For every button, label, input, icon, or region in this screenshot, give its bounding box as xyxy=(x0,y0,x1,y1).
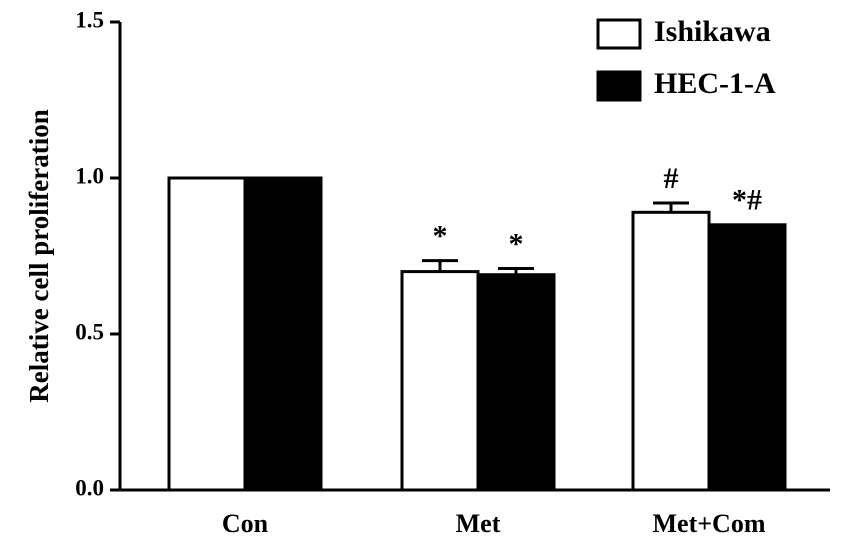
legend-label: HEC-1-A xyxy=(654,67,776,100)
x-tick-label: Met+Com xyxy=(653,509,766,538)
legend-swatch xyxy=(596,70,642,102)
x-tick-label: Con xyxy=(222,509,269,538)
bar xyxy=(631,210,711,492)
bar xyxy=(707,223,787,492)
legend-swatch xyxy=(596,18,642,50)
bar xyxy=(400,270,480,492)
legend-label: Ishikawa xyxy=(654,15,771,48)
significance-label: * xyxy=(433,220,448,253)
y-tick-label: 0.5 xyxy=(75,319,104,344)
bar xyxy=(243,176,323,492)
significance-label: * xyxy=(509,227,524,260)
y-tick-label: 1.5 xyxy=(75,7,104,32)
significance-label: *# xyxy=(732,184,762,217)
y-tick-label: 1.0 xyxy=(75,163,104,188)
x-tick-label: Met xyxy=(456,509,501,538)
bar xyxy=(476,273,556,492)
bar xyxy=(167,176,247,492)
y-axis-label: Relative cell proliferation xyxy=(24,109,54,402)
y-tick-label: 0.0 xyxy=(75,475,104,500)
significance-label: # xyxy=(664,162,679,195)
